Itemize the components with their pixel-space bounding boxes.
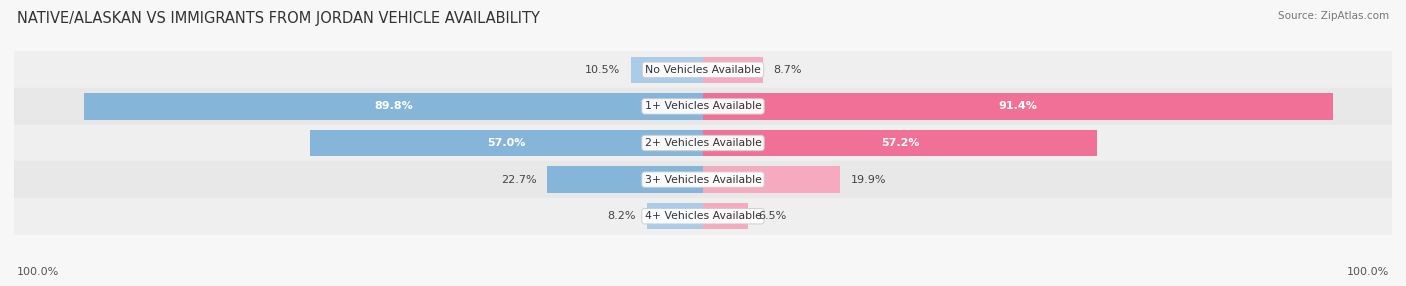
- Bar: [703, 93, 1333, 120]
- Text: 8.2%: 8.2%: [607, 211, 636, 221]
- Text: No Vehicles Available: No Vehicles Available: [645, 65, 761, 75]
- Bar: [547, 166, 703, 193]
- Text: 57.2%: 57.2%: [880, 138, 920, 148]
- Text: 57.0%: 57.0%: [488, 138, 526, 148]
- Bar: [703, 203, 748, 229]
- Text: 8.7%: 8.7%: [773, 65, 801, 75]
- Text: 22.7%: 22.7%: [501, 175, 536, 184]
- Text: 89.8%: 89.8%: [374, 102, 413, 111]
- Text: NATIVE/ALASKAN VS IMMIGRANTS FROM JORDAN VEHICLE AVAILABILITY: NATIVE/ALASKAN VS IMMIGRANTS FROM JORDAN…: [17, 11, 540, 26]
- Text: 10.5%: 10.5%: [585, 65, 620, 75]
- Bar: [631, 57, 703, 83]
- Text: 1+ Vehicles Available: 1+ Vehicles Available: [644, 102, 762, 111]
- Text: 19.9%: 19.9%: [851, 175, 886, 184]
- Text: 100.0%: 100.0%: [17, 267, 59, 277]
- Text: 91.4%: 91.4%: [998, 102, 1038, 111]
- Bar: [311, 130, 703, 156]
- Text: 6.5%: 6.5%: [758, 211, 786, 221]
- Bar: [14, 51, 1392, 88]
- Bar: [14, 198, 1392, 235]
- Bar: [14, 161, 1392, 198]
- Bar: [703, 57, 763, 83]
- Bar: [703, 130, 1097, 156]
- Bar: [14, 125, 1392, 161]
- Text: 4+ Vehicles Available: 4+ Vehicles Available: [644, 211, 762, 221]
- Bar: [84, 93, 703, 120]
- Text: Source: ZipAtlas.com: Source: ZipAtlas.com: [1278, 11, 1389, 21]
- Text: 100.0%: 100.0%: [1347, 267, 1389, 277]
- Bar: [703, 166, 841, 193]
- Bar: [14, 88, 1392, 125]
- Bar: [647, 203, 703, 229]
- Text: 2+ Vehicles Available: 2+ Vehicles Available: [644, 138, 762, 148]
- Text: 3+ Vehicles Available: 3+ Vehicles Available: [644, 175, 762, 184]
